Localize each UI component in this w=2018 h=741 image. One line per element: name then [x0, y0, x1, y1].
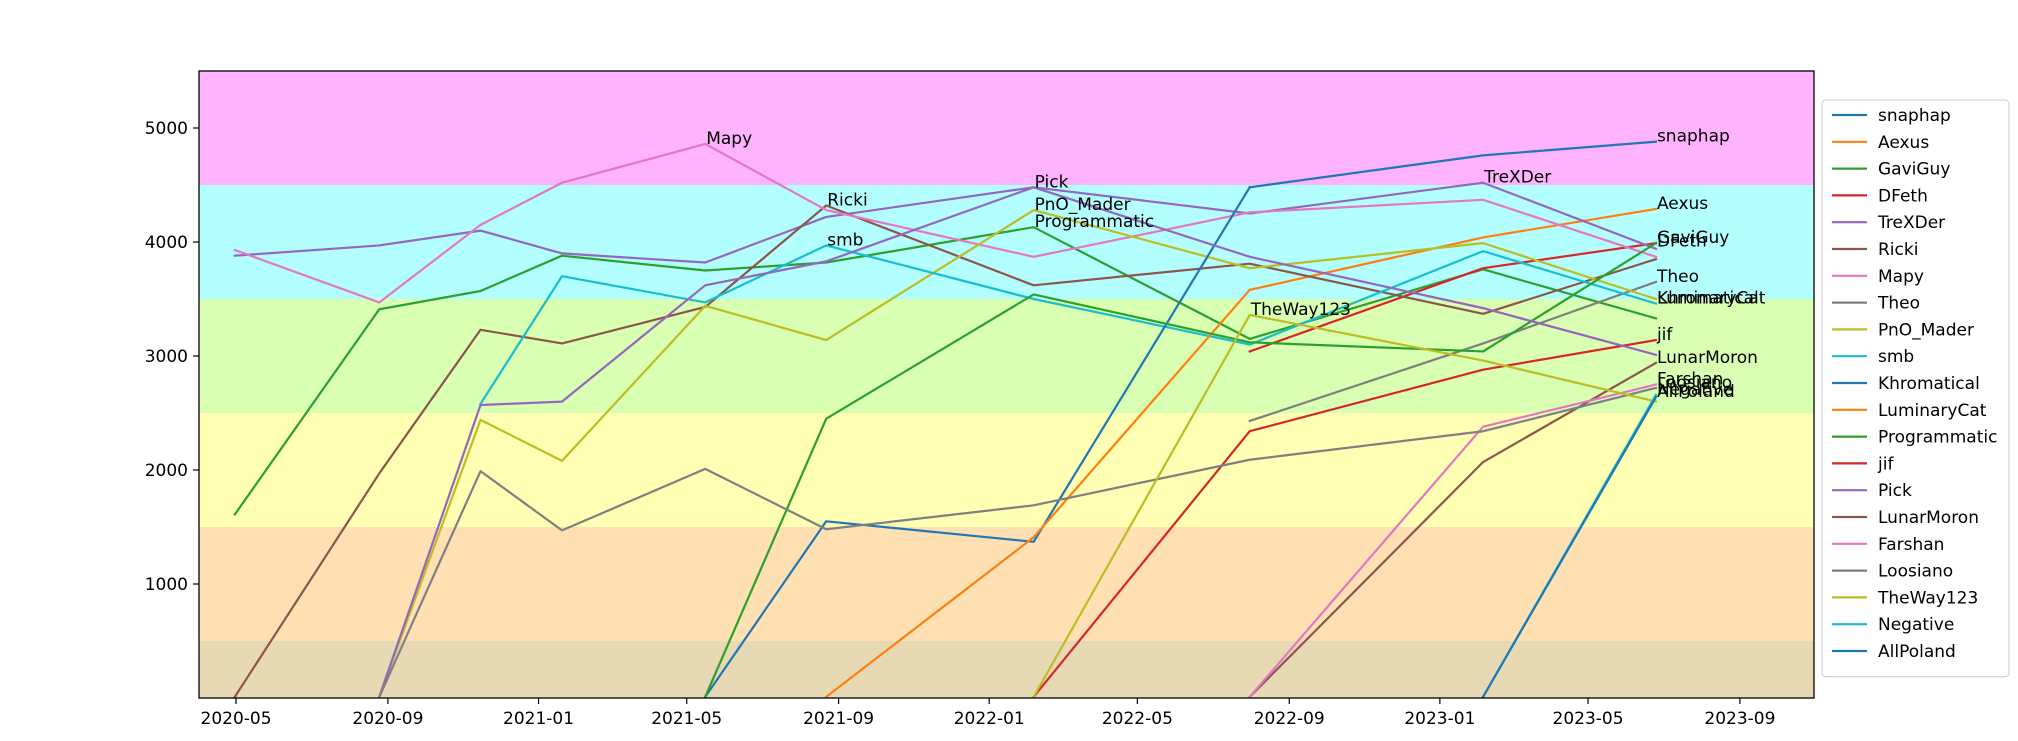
annotation-snaphap: snaphap — [1657, 127, 1730, 147]
series-line-trexder — [233, 181, 1658, 264]
legend-label-negative: Negative — [1878, 615, 1954, 635]
annotation-theo: Theo — [1656, 267, 1699, 287]
annotation-lunarmoron: LunarMoron — [1657, 348, 1758, 368]
y-tick-label: 2000 — [145, 461, 188, 481]
legend-label-pick: Pick — [1878, 481, 1912, 501]
series-line-theo — [1248, 280, 1658, 423]
x-axis: 2020-05 2020-09 2021-01 2021-05 2021-09 2022-… — [201, 698, 1775, 729]
legend-label-programmatic: Programmatic — [1878, 428, 1997, 448]
series-line-programmatic — [703, 241, 1658, 699]
annotation-allpoland: AllPoland — [1657, 382, 1735, 402]
band-1500-2500 — [199, 413, 1814, 527]
annotation-negative: Negative — [1657, 380, 1733, 400]
band-500-1500 — [199, 527, 1814, 641]
legend-label-pno-mader: PnO_Mader — [1878, 320, 1974, 340]
series-line-jif — [1032, 338, 1658, 699]
series-line-ricki — [233, 204, 1658, 699]
series-line-snaphap — [1248, 140, 1658, 189]
y-axis: 1000 2000 3000 4000 5000 — [145, 119, 199, 595]
y-tick-label: 4000 — [145, 233, 188, 253]
x-tick-label: 2022-01 — [954, 709, 1025, 729]
x-tick-label: 2023-01 — [1404, 709, 1475, 729]
series-line-theway123 — [1032, 313, 1658, 699]
legend-label-loosiano: Loosiano — [1878, 562, 1953, 582]
annotation-pick: Pick — [1035, 172, 1069, 192]
annotation-theway123: TheWay123 — [1250, 300, 1351, 320]
y-tick-label: 1000 — [145, 575, 188, 595]
legend-label-jif: jif — [1877, 454, 1894, 474]
annotation-pno-mader: PnO_Mader — [1035, 195, 1131, 215]
legend-label-khromatical: Khromatical — [1878, 374, 1980, 394]
annotation-khromatical: Khromatical — [1657, 289, 1759, 309]
legend-label-ricki: Ricki — [1878, 240, 1918, 260]
x-tick-label: 2021-05 — [651, 709, 722, 729]
legend-box — [1821, 99, 2010, 678]
x-tick-label: 2021-09 — [803, 709, 874, 729]
annotation-jif: jif — [1656, 325, 1673, 345]
plot-frame — [198, 70, 1815, 699]
annotation-smb: smb — [827, 230, 863, 250]
legend-label-lunarmoron: LunarMoron — [1878, 508, 1979, 528]
series-line-allpoland — [1481, 395, 1658, 699]
annotation-mapy: Mapy — [706, 129, 752, 149]
series-line-dfeth — [1248, 241, 1658, 353]
series-line-loosiano — [377, 386, 1658, 699]
series-line-khromatical — [703, 185, 1252, 699]
series-line-farshan — [1248, 383, 1658, 699]
series-line-lunarmoron — [1248, 361, 1658, 699]
x-tick-label: 2021-01 — [503, 709, 574, 729]
series-line-aexus — [1248, 207, 1658, 292]
annotation-ricki: Ricki — [827, 191, 867, 211]
legend-label-smb: smb — [1878, 347, 1914, 367]
x-tick-label: 2023-09 — [1704, 709, 1775, 729]
band-2500-3500 — [199, 299, 1814, 413]
series-lines — [233, 140, 1658, 699]
series-line-mapy — [233, 142, 1658, 304]
annotation-trexder: TreXDer — [1483, 168, 1551, 188]
y-tick-label: 3000 — [145, 347, 188, 367]
band-0-500 — [199, 641, 1814, 698]
legend-label-dfeth: DFeth — [1878, 186, 1928, 206]
series-line-smb — [478, 244, 1658, 406]
legend-label-aexus: Aexus — [1878, 133, 1929, 153]
band-4500-5500 — [199, 71, 1814, 185]
legend-label-gaviguy: GaviGuy — [1878, 160, 1950, 180]
band-3500-4500 — [199, 185, 1814, 299]
series-line-gaviguy — [233, 226, 1658, 516]
y-tick-label: 5000 — [145, 119, 188, 139]
annotation-loosiano: Loosiano — [1657, 373, 1732, 393]
series-line-luminarycat — [824, 288, 1252, 699]
legend-label-theo: Theo — [1877, 294, 1920, 314]
legend-label-mapy: Mapy — [1878, 267, 1924, 287]
legend-label-farshan: Farshan — [1878, 535, 1944, 555]
annotation-gaviguy: GaviGuy — [1657, 228, 1729, 248]
series-line-pno-mader — [377, 208, 1658, 699]
x-tick-label: 2020-09 — [352, 709, 423, 729]
x-tick-label: 2020-05 — [201, 709, 272, 729]
x-tick-label: 2022-09 — [1254, 709, 1325, 729]
annotation-dfeth: DFeth — [1657, 232, 1707, 252]
series-line-pick — [377, 186, 1658, 699]
legend-label-luminarycat: LuminaryCat — [1878, 401, 1987, 421]
annotation-farshan: Farshan — [1657, 370, 1723, 390]
annotation-aexus: Aexus — [1657, 194, 1708, 214]
legend-label-allpoland: AllPoland — [1878, 642, 1956, 662]
x-tick-label: 2022-05 — [1102, 709, 1173, 729]
annotation-luminarycat: LuminaryCat — [1657, 289, 1766, 309]
legend-label-snaphap: snaphap — [1878, 106, 1951, 126]
legend-label-trexder: TreXDer — [1877, 213, 1945, 233]
legend: snaphap Aexus GaviGuy DFeth TreXDer Ricki Mapy… — [1821, 99, 2010, 678]
x-tick-label: 2023-05 — [1553, 709, 1624, 729]
rating-bands — [199, 71, 1814, 698]
legend-label-theway123: TheWay123 — [1877, 588, 1978, 608]
annotation-programmatic: Programmatic — [1035, 212, 1154, 232]
